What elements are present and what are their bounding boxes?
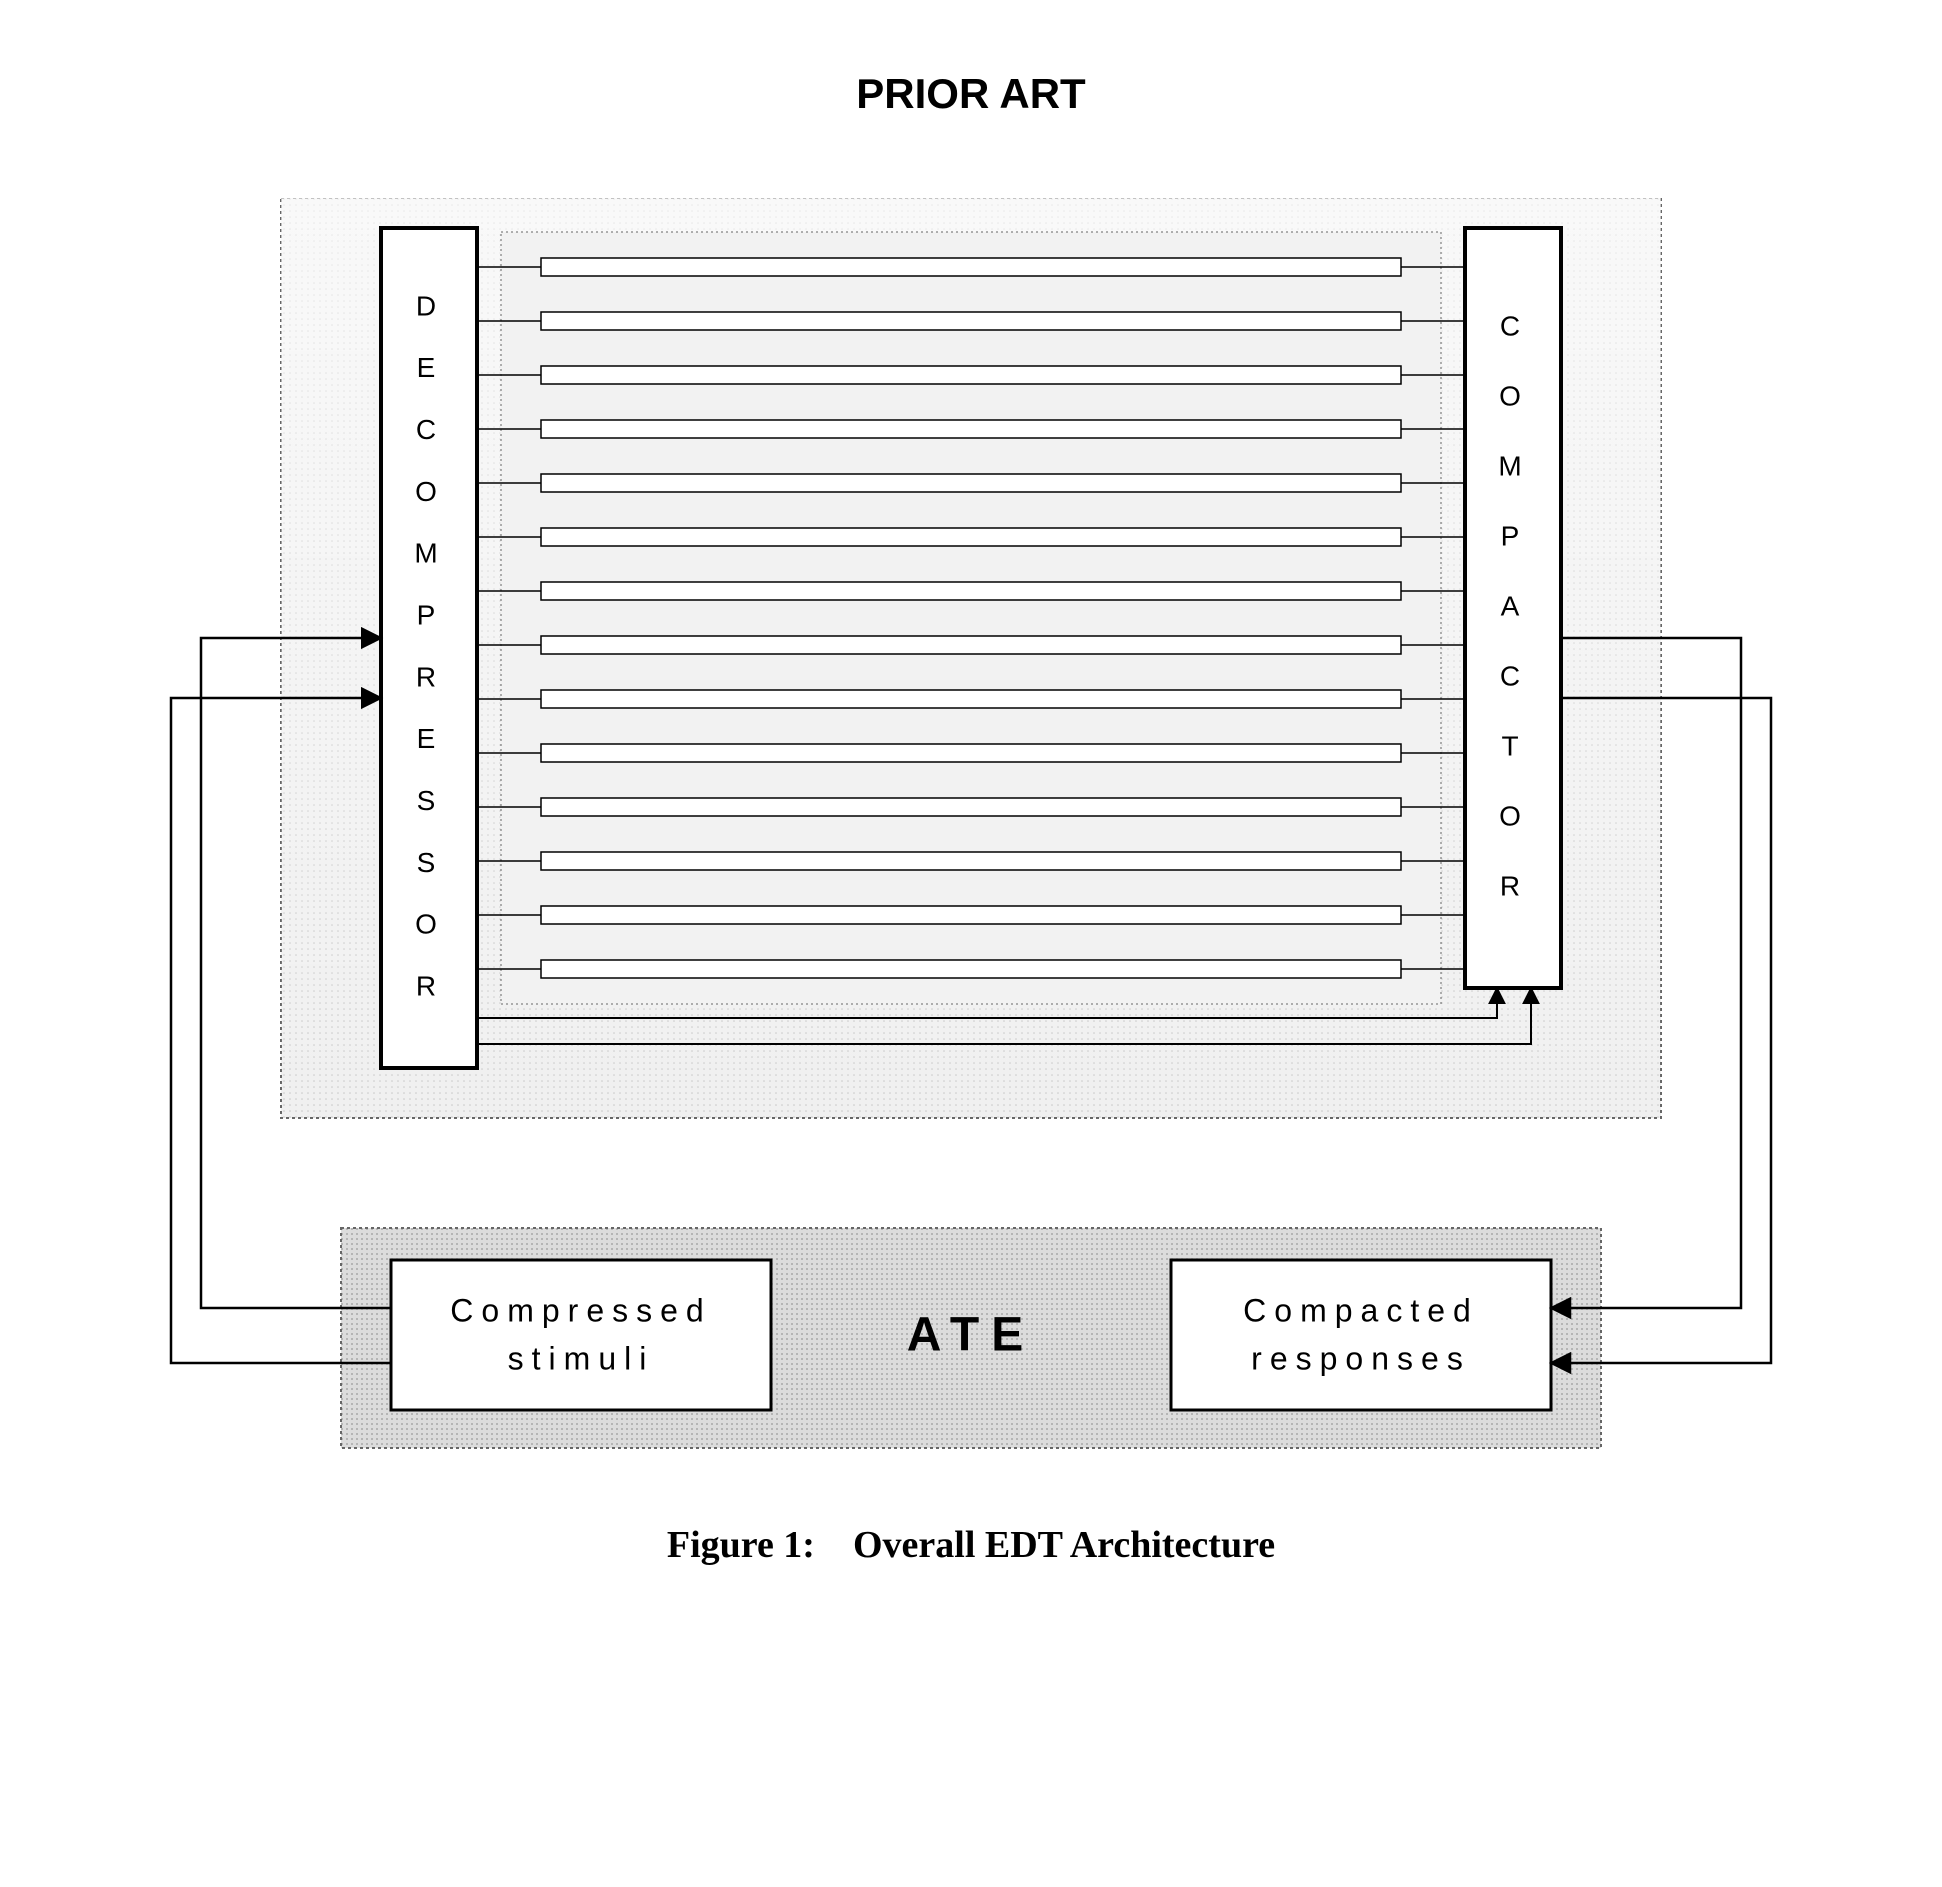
caption-text: Overall EDT Architecture [853,1524,1275,1566]
svg-text:P: P [417,599,442,630]
svg-text:C: C [1500,310,1526,341]
diagram-svg: DECOMPRESSORCOMPACTORATECompressedstimul… [121,198,1821,1478]
svg-text:Compacted: Compacted [1243,1292,1479,1328]
svg-text:O: O [1499,380,1527,411]
svg-text:Compressed: Compressed [450,1292,711,1328]
svg-text:M: M [414,538,443,569]
svg-text:ATE: ATE [907,1309,1035,1362]
svg-text:C: C [416,414,442,445]
svg-text:O: O [415,476,443,507]
svg-text:S: S [417,785,442,816]
svg-text:E: E [417,723,442,754]
caption-label: Figure 1: [667,1524,815,1566]
svg-text:O: O [1499,800,1527,831]
svg-text:P: P [1501,520,1526,551]
page-header: PRIOR ART [856,70,1085,118]
svg-text:D: D [416,290,442,321]
svg-text:S: S [417,847,442,878]
svg-text:R: R [416,661,442,692]
svg-text:responses: responses [1251,1340,1471,1376]
svg-text:R: R [416,970,442,1001]
svg-text:stimuli: stimuli [508,1340,655,1376]
svg-text:A: A [1501,590,1526,621]
svg-text:T: T [1501,730,1524,761]
svg-text:R: R [1500,870,1526,901]
svg-text:E: E [417,352,442,383]
figure-caption: Figure 1: Overall EDT Architecture [667,1523,1275,1567]
svg-text:M: M [1498,450,1527,481]
svg-text:O: O [415,909,443,940]
edt-architecture-figure: DECOMPRESSORCOMPACTORATECompressedstimul… [121,198,1821,1483]
svg-text:C: C [1500,660,1526,691]
